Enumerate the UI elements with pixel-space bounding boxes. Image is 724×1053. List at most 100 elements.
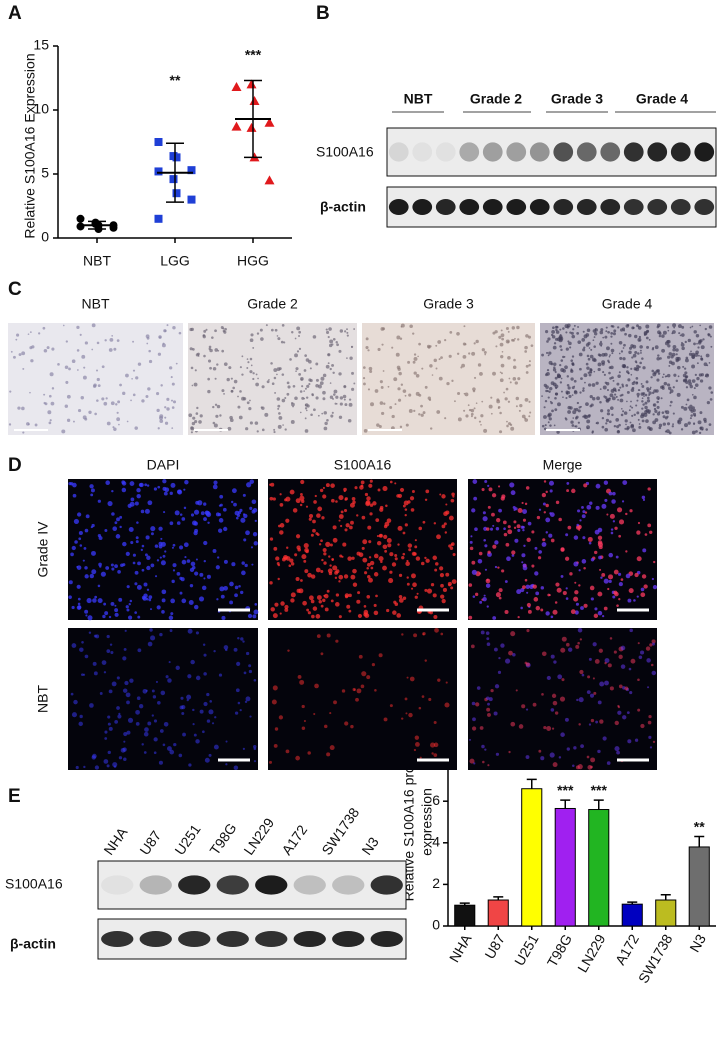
cell — [479, 600, 483, 604]
nucleus — [488, 404, 493, 409]
nucleus — [446, 381, 450, 386]
cell — [179, 705, 184, 710]
cell — [520, 606, 523, 610]
nucleus — [326, 330, 330, 334]
cell — [608, 552, 614, 558]
nucleus — [51, 387, 55, 390]
nucleus — [363, 366, 366, 369]
y-tick-label: 4 — [432, 834, 440, 850]
cell — [411, 587, 414, 590]
nucleus — [573, 390, 578, 395]
nucleus — [640, 351, 642, 354]
band — [529, 142, 550, 162]
cell — [628, 588, 634, 594]
cell — [401, 555, 405, 560]
cell — [650, 663, 654, 667]
nucleus — [571, 424, 575, 427]
nucleus — [517, 377, 521, 381]
nucleus — [315, 378, 319, 382]
cell — [383, 717, 388, 722]
cell — [126, 585, 130, 589]
cell — [112, 762, 118, 768]
nucleus — [130, 399, 132, 402]
nucleus — [670, 400, 673, 404]
cell — [527, 521, 532, 526]
cell — [203, 672, 207, 676]
nucleus — [270, 328, 274, 332]
cell — [614, 591, 619, 597]
cell — [622, 480, 628, 486]
cell — [529, 584, 534, 589]
cell — [387, 543, 392, 548]
cell — [307, 572, 312, 578]
nucleus — [547, 421, 550, 424]
cell — [253, 609, 259, 615]
cell — [219, 494, 224, 499]
nucleus — [600, 328, 604, 332]
cell — [116, 676, 120, 680]
nucleus — [646, 399, 651, 403]
cell — [612, 595, 616, 599]
cell — [79, 647, 84, 652]
error-bar — [493, 896, 504, 900]
cell — [536, 515, 541, 520]
cell — [161, 610, 165, 614]
cell — [160, 537, 163, 540]
cell — [222, 507, 227, 512]
nucleus — [545, 351, 549, 355]
nucleus — [141, 399, 145, 403]
cell — [113, 765, 117, 768]
cell — [484, 480, 488, 484]
cell — [340, 510, 344, 514]
nucleus — [656, 405, 660, 409]
cell — [522, 585, 526, 590]
nucleus — [689, 404, 693, 408]
nucleus — [673, 326, 676, 329]
cell — [364, 571, 368, 575]
cell — [361, 546, 365, 550]
nucleus — [562, 327, 565, 330]
cell — [577, 627, 583, 633]
cell — [150, 635, 156, 641]
nucleus — [650, 376, 653, 379]
nucleus — [96, 341, 100, 345]
nucleus — [662, 330, 667, 335]
nucleus — [608, 355, 611, 358]
cell — [428, 697, 432, 702]
cell — [647, 523, 652, 528]
nucleus — [256, 332, 260, 335]
cell — [491, 512, 495, 517]
cell — [86, 598, 92, 604]
nucleus — [641, 397, 644, 400]
cell — [330, 483, 335, 488]
cell — [597, 591, 603, 597]
x-tick-label: NBT — [83, 253, 111, 269]
nucleus — [498, 335, 502, 339]
cell — [254, 603, 258, 606]
nucleus — [333, 393, 336, 396]
cell — [497, 485, 501, 488]
cell — [111, 567, 115, 571]
cell — [389, 480, 393, 484]
nucleus — [666, 383, 671, 387]
nucleus — [611, 413, 614, 417]
cell — [472, 479, 478, 484]
cell — [437, 678, 441, 682]
cell — [164, 550, 167, 553]
nucleus — [560, 348, 563, 352]
nucleus — [76, 349, 80, 352]
nucleus — [335, 395, 339, 399]
cell — [304, 569, 309, 574]
nucleus — [546, 340, 549, 343]
nucleus — [681, 333, 685, 337]
nucleus — [675, 358, 679, 363]
cell — [314, 683, 319, 689]
cell — [583, 566, 586, 570]
blot-row-label: S100A16 — [316, 144, 374, 160]
nucleus — [501, 337, 504, 341]
cell — [192, 723, 195, 726]
panel-letter: D — [8, 455, 22, 476]
cell — [318, 600, 322, 604]
nucleus — [212, 421, 216, 425]
cell — [270, 607, 275, 612]
